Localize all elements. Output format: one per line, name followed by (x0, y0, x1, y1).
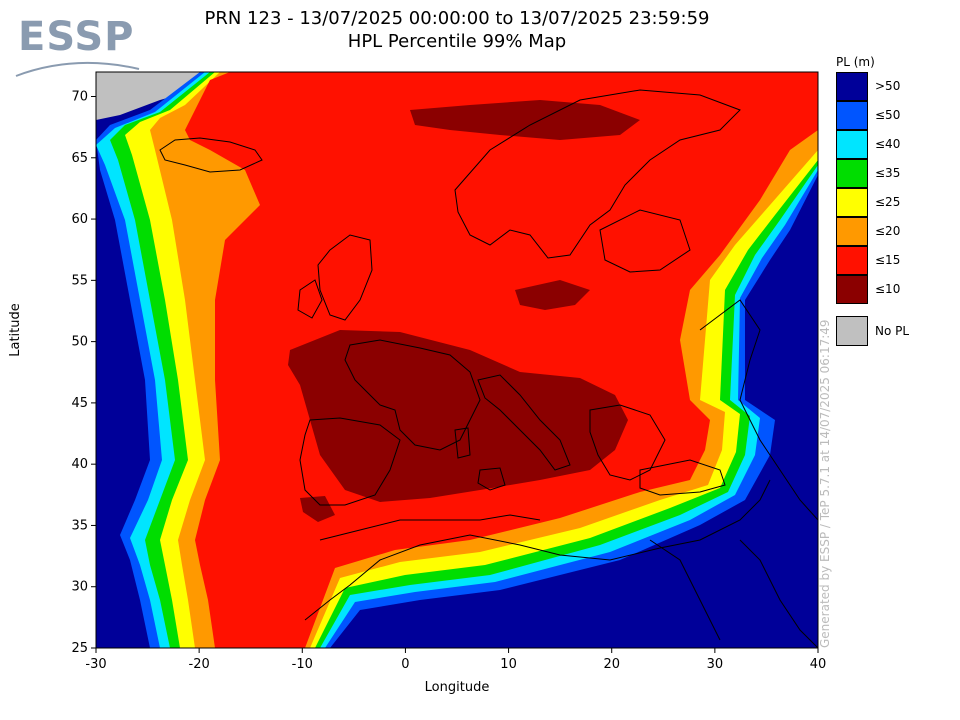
y-tick-label: 50 (71, 335, 88, 350)
plot-frame (95, 71, 819, 649)
coastlines (159, 89, 818, 648)
legend-swatch-no-pl (836, 316, 868, 346)
legend-swatch (836, 101, 868, 130)
legend-label: ≤10 (875, 282, 901, 296)
legend-swatch (836, 246, 868, 275)
y-tick-label: 55 (71, 273, 88, 288)
legend-swatch (836, 217, 868, 246)
y-tick-label: 30 (71, 580, 88, 595)
legend-label: ≤20 (875, 224, 901, 238)
y-tick-label: 35 (71, 518, 88, 533)
legend-label: ≤35 (875, 166, 901, 180)
legend-label: >50 (875, 79, 901, 93)
x-ticks: -30 -20 -10 0 10 20 30 40 (85, 648, 826, 672)
x-tick-label: 0 (401, 657, 409, 672)
legend-swatch (836, 72, 868, 101)
x-tick-label: 30 (707, 657, 724, 672)
map-plot-area (96, 72, 818, 648)
legend-label: ≤15 (875, 253, 901, 267)
x-tick-label: -10 (292, 657, 313, 672)
x-tick-label: -20 (189, 657, 210, 672)
title-line-1: PRN 123 - 13/07/2025 00:00:00 to 13/07/2… (204, 8, 710, 29)
y-ticks: 25 30 35 40 45 50 55 60 65 70 (71, 90, 96, 656)
logo-swoosh-icon (15, 61, 140, 77)
legend-swatch (836, 275, 868, 304)
y-tick-label: 45 (71, 396, 88, 411)
legend-title: PL (m) (836, 55, 875, 69)
y-tick-label: 60 (71, 212, 88, 227)
x-tick-label: -30 (85, 657, 106, 672)
x-tick-label: 10 (500, 657, 517, 672)
x-axis-label: Longitude (424, 680, 490, 695)
watermark-text: Generated by ESSP / TeP 5.7.1 at 14/07/2… (818, 319, 832, 648)
legend-label: ≤25 (875, 195, 901, 209)
legend-swatch (836, 159, 868, 188)
y-tick-label: 40 (71, 457, 88, 472)
legend-label-no-pl: No PL (875, 324, 910, 338)
legend-swatch (836, 188, 868, 217)
y-tick-label: 65 (71, 151, 88, 166)
legend-swatch (836, 130, 868, 159)
essp-logo: ESSP (14, 14, 144, 84)
legend-label: ≤40 (875, 137, 901, 151)
legend-label: ≤50 (875, 108, 901, 122)
x-tick-label: 40 (810, 657, 827, 672)
x-tick-label: 20 (603, 657, 620, 672)
y-tick-label: 25 (71, 641, 88, 656)
y-tick-label: 70 (71, 90, 88, 105)
title-line-2: HPL Percentile 99% Map (347, 31, 567, 52)
logo-text: ESSP (18, 14, 135, 60)
y-axis-label: Latitude (8, 303, 23, 357)
